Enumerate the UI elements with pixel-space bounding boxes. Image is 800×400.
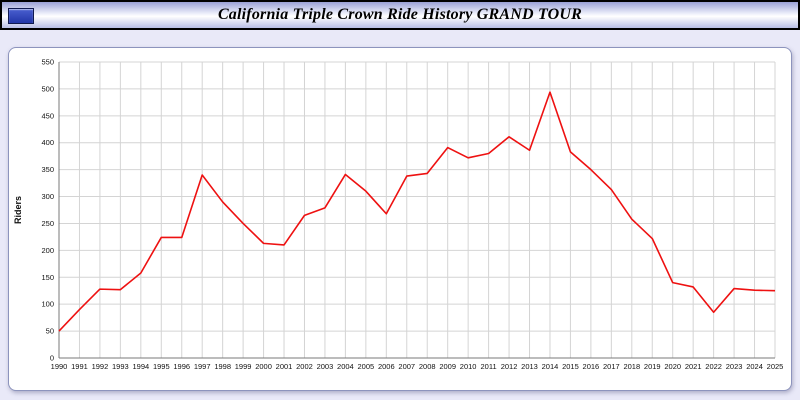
svg-text:1990: 1990 xyxy=(51,362,68,371)
svg-text:100: 100 xyxy=(41,300,54,309)
svg-text:1999: 1999 xyxy=(235,362,252,371)
svg-text:1992: 1992 xyxy=(92,362,109,371)
svg-text:2018: 2018 xyxy=(623,362,640,371)
svg-text:2008: 2008 xyxy=(419,362,436,371)
svg-text:2010: 2010 xyxy=(460,362,477,371)
svg-text:2006: 2006 xyxy=(378,362,395,371)
svg-text:2004: 2004 xyxy=(337,362,354,371)
svg-text:1991: 1991 xyxy=(71,362,88,371)
svg-text:2025: 2025 xyxy=(767,362,784,371)
svg-text:300: 300 xyxy=(41,192,54,201)
window-icon xyxy=(8,8,34,24)
svg-text:Riders: Riders xyxy=(13,196,23,224)
svg-text:2013: 2013 xyxy=(521,362,538,371)
svg-text:1997: 1997 xyxy=(194,362,211,371)
svg-text:2007: 2007 xyxy=(398,362,415,371)
svg-text:450: 450 xyxy=(41,111,54,120)
svg-text:250: 250 xyxy=(41,219,54,228)
svg-text:1993: 1993 xyxy=(112,362,129,371)
svg-text:50: 50 xyxy=(46,327,54,336)
svg-text:1994: 1994 xyxy=(132,362,149,371)
svg-text:2009: 2009 xyxy=(439,362,456,371)
svg-text:400: 400 xyxy=(41,138,54,147)
svg-text:2012: 2012 xyxy=(501,362,518,371)
svg-text:2022: 2022 xyxy=(705,362,722,371)
svg-text:2021: 2021 xyxy=(685,362,702,371)
svg-text:2001: 2001 xyxy=(276,362,293,371)
svg-text:0: 0 xyxy=(50,354,54,363)
svg-text:2024: 2024 xyxy=(746,362,763,371)
svg-text:2003: 2003 xyxy=(317,362,334,371)
chart-panel: 0 50 100 150 200 250 300 350 400 450 500 550 1990 199… xyxy=(8,47,792,391)
svg-text:550: 550 xyxy=(41,58,54,67)
svg-text:2020: 2020 xyxy=(664,362,681,371)
svg-text:2023: 2023 xyxy=(726,362,743,371)
svg-text:2002: 2002 xyxy=(296,362,313,371)
svg-text:2000: 2000 xyxy=(255,362,272,371)
svg-text:2005: 2005 xyxy=(358,362,375,371)
window-title-bar: California Triple Crown Ride History GRA… xyxy=(0,0,800,30)
svg-text:1995: 1995 xyxy=(153,362,170,371)
svg-text:500: 500 xyxy=(41,84,54,93)
svg-text:2017: 2017 xyxy=(603,362,620,371)
page-title: California Triple Crown Ride History GRA… xyxy=(217,6,583,23)
svg-text:350: 350 xyxy=(41,165,54,174)
svg-text:2015: 2015 xyxy=(562,362,579,371)
svg-text:2011: 2011 xyxy=(481,362,497,371)
svg-text:2014: 2014 xyxy=(542,362,559,371)
svg-text:1996: 1996 xyxy=(173,362,190,371)
svg-text:150: 150 xyxy=(41,273,54,282)
svg-text:1998: 1998 xyxy=(214,362,231,371)
svg-text:2019: 2019 xyxy=(644,362,661,371)
svg-text:200: 200 xyxy=(41,246,54,255)
svg-text:2016: 2016 xyxy=(583,362,600,371)
